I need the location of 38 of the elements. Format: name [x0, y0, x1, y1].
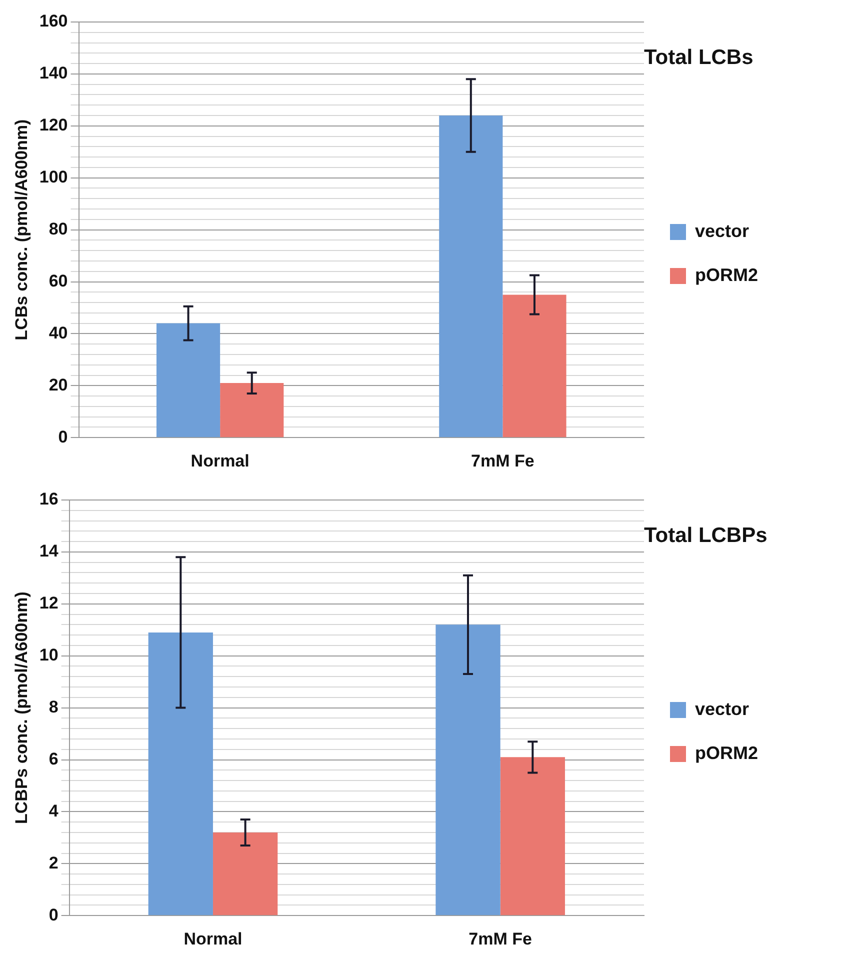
y-tick-label: 10 — [39, 646, 58, 665]
y-tick-label: 80 — [48, 219, 68, 238]
bar — [502, 294, 566, 438]
x-tick-label: Normal — [190, 451, 250, 470]
text: Total LCBPs — [644, 524, 768, 547]
y-tick-label: 12 — [39, 594, 58, 613]
y-tick-label: 14 — [39, 542, 59, 561]
bar — [220, 383, 284, 438]
y-tick-label: 160 — [39, 12, 68, 31]
bar — [156, 323, 220, 438]
x-tick-label: Normal — [184, 929, 242, 948]
x-tick-label: 7mM Fe — [468, 929, 532, 948]
y-tick-label: 0 — [58, 427, 68, 446]
y-tick-label: 2 — [48, 853, 58, 872]
legend-label: vector — [695, 220, 750, 241]
text: Total LCBs — [644, 46, 754, 69]
bar — [148, 632, 213, 916]
bar — [439, 116, 503, 438]
y-tick-label: 6 — [48, 749, 58, 768]
x-tick-label: 7mM Fe — [471, 451, 534, 470]
y-axis-title: LCBPs conc. (pmol/A600nm) — [12, 592, 31, 824]
bar — [212, 832, 278, 916]
bar — [436, 624, 500, 916]
y-tick-label: 120 — [39, 116, 68, 135]
y-tick-label: 16 — [39, 490, 58, 509]
y-tick-label: 140 — [39, 64, 68, 83]
y-tick-label: 8 — [48, 697, 58, 716]
y-tick-label: 100 — [39, 168, 68, 187]
y-tick-label: 4 — [48, 801, 59, 820]
y-tick-label: 40 — [48, 323, 68, 342]
legend-label: vector — [695, 698, 750, 719]
bar — [500, 757, 565, 916]
y-tick-label: 0 — [48, 905, 58, 924]
legend-label: pORM2 — [695, 742, 758, 763]
y-axis-title: LCBs conc. (pmol/A600nm) — [12, 119, 31, 340]
legend-label: pORM2 — [695, 264, 758, 285]
y-tick-label: 60 — [48, 271, 68, 290]
y-tick-label: 20 — [48, 375, 68, 394]
